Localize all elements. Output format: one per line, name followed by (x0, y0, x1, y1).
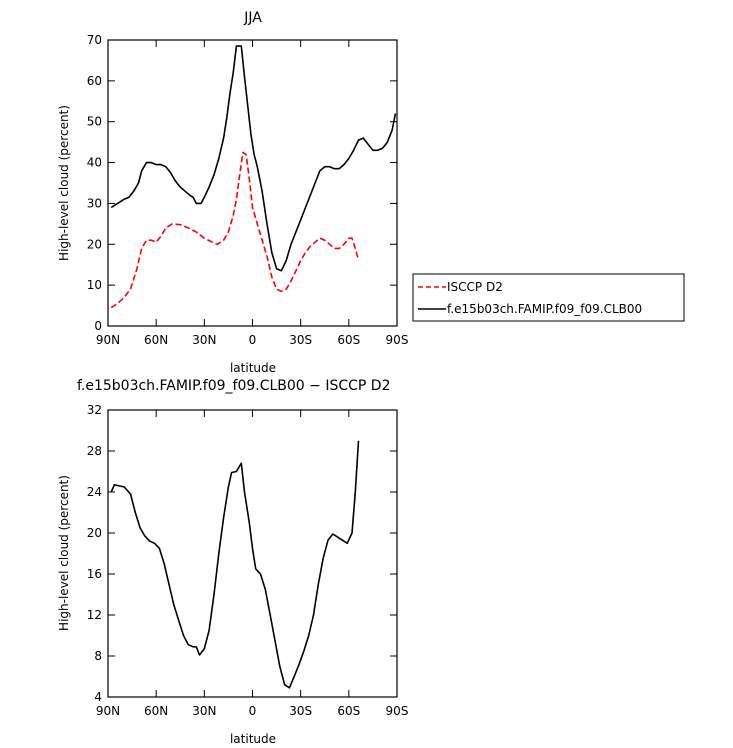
bottom-y-tick-label: 20 (87, 526, 102, 540)
bottom-x-tick-label: 30S (289, 704, 312, 718)
bottom-y-tick-label: 4 (94, 690, 102, 704)
bottom-x-tick-label: 30N (192, 704, 216, 718)
bottom-chart: f.e15b03ch.FAMIP.f09_f09.CLB00 − ISCCP D… (57, 378, 408, 746)
top-y-tick-label: 20 (87, 237, 102, 251)
legend-label-model: f.e15b03ch.FAMIP.f09_f09.CLB00 (447, 302, 642, 316)
top-x-tick-label: 60S (337, 333, 360, 347)
top-y-tick-label: 50 (87, 115, 102, 129)
bottom-y-axis-title: High-level cloud (percent) (57, 475, 71, 631)
bottom-y-tick-label: 16 (87, 567, 102, 581)
top-series-line-1 (110, 45, 397, 272)
top-x-ticks: 90N 60N 30N 0 30S 60S 90S (96, 40, 409, 347)
top-y-tick-label: 60 (87, 74, 102, 88)
bottom-series-line-0 (110, 440, 360, 689)
bottom-y-tick-label: 12 (87, 608, 102, 622)
top-y-tick-label: 10 (87, 278, 102, 292)
top-y-tick-label: 70 (87, 33, 102, 47)
bottom-chart-title: f.e15b03ch.FAMIP.f09_f09.CLB00 − ISCCP D… (77, 378, 390, 394)
bottom-y-tick-label: 32 (87, 403, 102, 417)
bottom-x-tick-label: 90N (96, 704, 120, 718)
bottom-x-ticks: 90N 60N 30N 0 30S 60S 90S (96, 410, 409, 718)
bottom-x-tick-label: 60N (144, 704, 168, 718)
bottom-x-tick-label: 90S (386, 704, 409, 718)
top-series-lines (110, 45, 397, 309)
top-x-tick-label: 0 (249, 333, 257, 347)
top-x-tick-label: 30N (192, 333, 216, 347)
top-x-tick-label: 90N (96, 333, 120, 347)
bottom-y-tick-label: 28 (87, 444, 102, 458)
legend-label-isccp: ISCCP D2 (447, 280, 503, 294)
top-chart-title: JJA (243, 10, 262, 26)
top-x-tick-label: 90S (386, 333, 409, 347)
legend: ISCCP D2 f.e15b03ch.FAMIP.f09_f09.CLB00 (412, 273, 685, 322)
top-x-tick-label: 30S (289, 333, 312, 347)
bottom-y-ticks: 4 8 12 16 20 24 28 32 (87, 403, 397, 704)
bottom-x-tick-label: 0 (249, 704, 257, 718)
top-x-tick-label: 60N (144, 333, 168, 347)
top-y-axis-title: High-level cloud (percent) (57, 105, 71, 261)
bottom-y-tick-label: 24 (87, 485, 102, 499)
top-y-tick-label: 0 (94, 319, 102, 333)
bottom-x-tick-label: 60S (337, 704, 360, 718)
top-y-tick-label: 40 (87, 156, 102, 170)
top-series-line-0 (110, 151, 360, 309)
bottom-x-axis-title: latitude (230, 732, 276, 746)
top-plot-frame (107, 39, 398, 327)
top-y-ticks: 0 10 20 30 40 50 60 70 (87, 33, 397, 333)
top-x-axis-title: latitude (230, 361, 276, 375)
top-y-tick-label: 30 (87, 196, 102, 210)
bottom-series-lines (110, 440, 360, 689)
legend-box (412, 273, 685, 322)
bottom-y-tick-label: 8 (94, 649, 102, 663)
